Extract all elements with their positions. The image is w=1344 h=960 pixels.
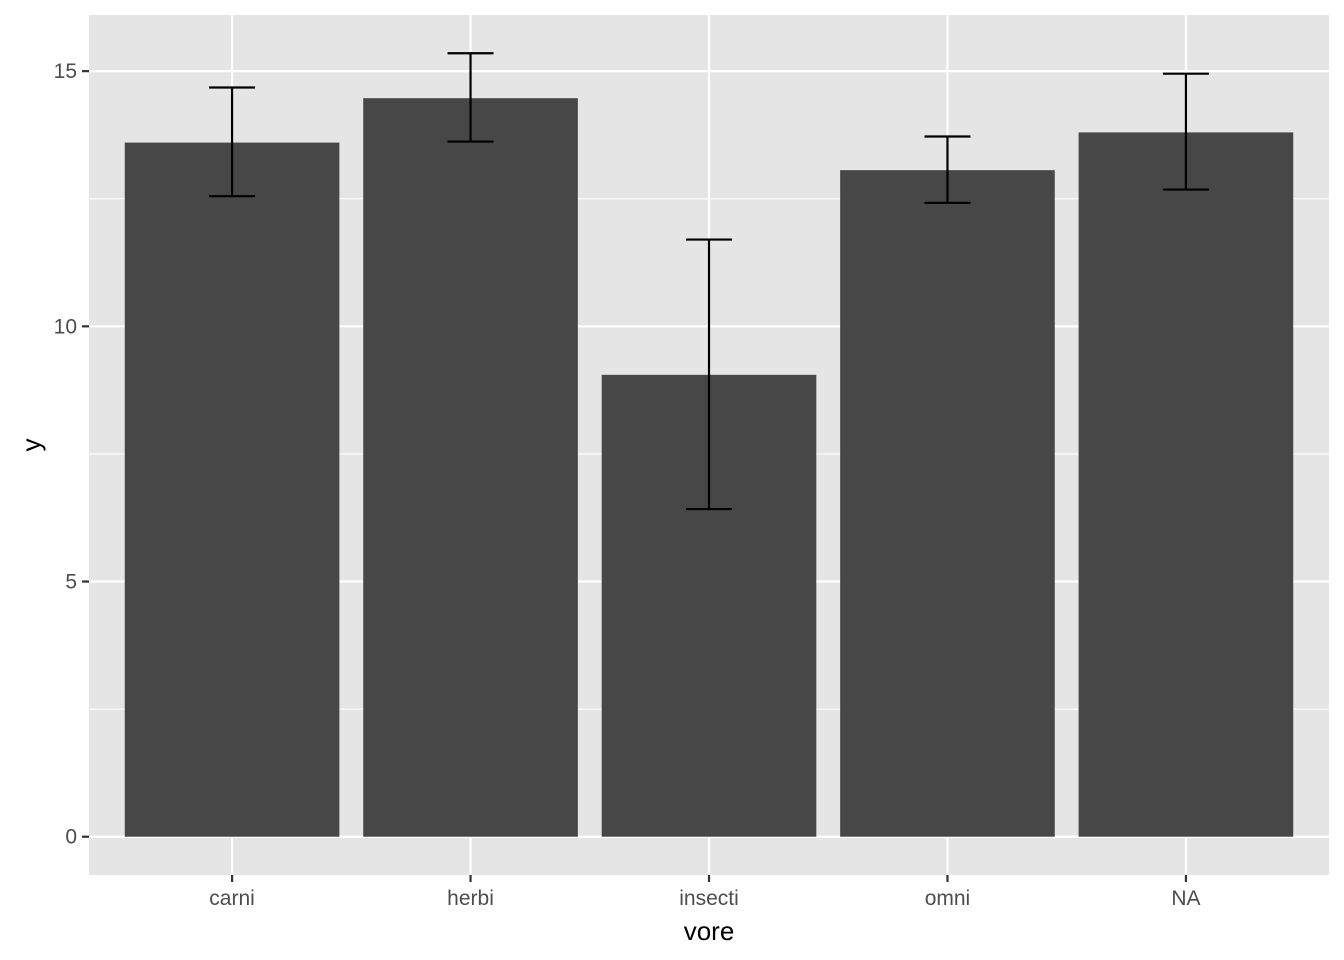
x-tick-label: herbi xyxy=(447,887,494,910)
bar-omni xyxy=(840,170,1055,837)
y-axis: 0 5 10 15 xyxy=(54,60,89,849)
y-tick-label: 10 xyxy=(54,315,77,338)
x-tick-label: insecti xyxy=(679,887,739,910)
error-bars xyxy=(209,52,1209,511)
bar-na xyxy=(1078,132,1294,837)
errorbar-insecti xyxy=(686,238,732,511)
errorbar-herbi xyxy=(447,52,494,143)
bar-herbi xyxy=(363,98,578,837)
x-tick-label: NA xyxy=(1171,887,1200,910)
bars xyxy=(124,98,1294,837)
x-axis-title: vore xyxy=(684,916,735,946)
y-tick-label: 0 xyxy=(65,826,77,849)
y-tick-label: 15 xyxy=(54,60,77,83)
x-tick-label: carni xyxy=(209,887,255,910)
y-tick-label: 5 xyxy=(65,571,77,594)
x-axis: carni herbi insecti omni NA xyxy=(209,875,1201,910)
errorbar-carni xyxy=(209,86,256,198)
errorbar-omni xyxy=(924,135,971,204)
bar-carni xyxy=(124,142,340,837)
errorbar-na xyxy=(1162,72,1209,191)
y-axis-title: y xyxy=(16,439,46,452)
x-tick-label: omni xyxy=(925,887,971,910)
